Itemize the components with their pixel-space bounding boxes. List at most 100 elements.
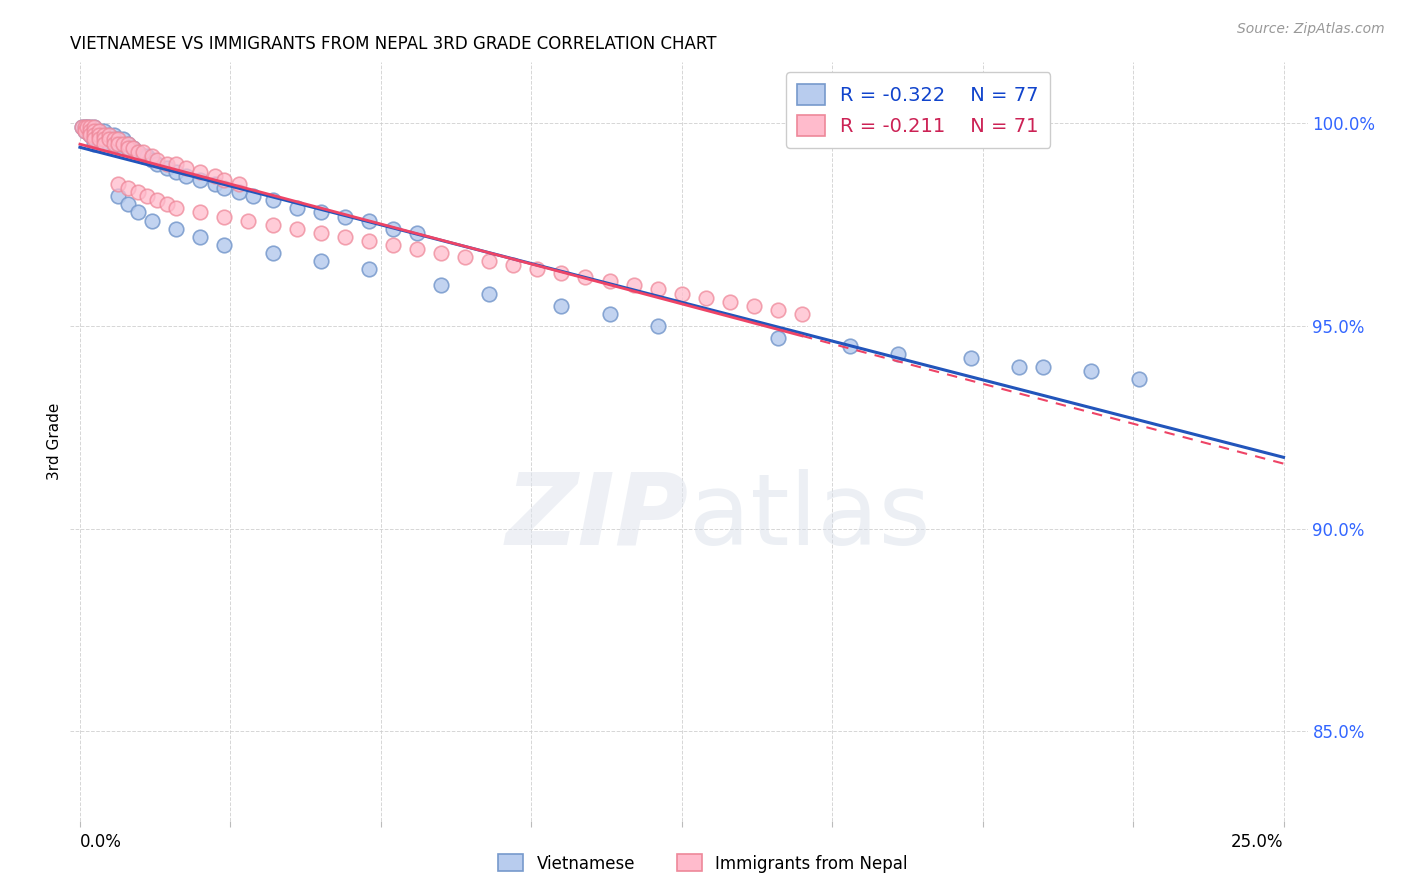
Point: [214, 210, 236, 224]
Text: atlas: atlas: [689, 469, 931, 566]
Point: [381, 238, 404, 252]
Point: [107, 136, 129, 151]
Point: [83, 124, 105, 138]
Point: [242, 189, 264, 203]
Point: [107, 189, 129, 203]
Point: [127, 185, 149, 199]
Text: 25.0%: 25.0%: [1232, 833, 1284, 851]
Point: [76, 120, 98, 135]
Point: [79, 120, 101, 135]
Point: [73, 120, 96, 135]
Point: [79, 120, 101, 135]
Point: [262, 218, 284, 232]
Point: [141, 149, 163, 163]
Point: [174, 161, 197, 175]
Point: [89, 136, 111, 151]
Point: [117, 136, 139, 151]
Point: [83, 124, 105, 138]
Point: [647, 283, 669, 297]
Point: [599, 307, 621, 321]
Point: [97, 132, 120, 146]
Point: [623, 278, 645, 293]
Point: [79, 124, 101, 138]
Point: [89, 124, 111, 138]
Point: [174, 169, 197, 183]
Point: [790, 307, 813, 321]
Point: [430, 278, 453, 293]
Point: [97, 128, 120, 143]
Point: [285, 221, 308, 235]
Point: [766, 302, 789, 317]
Point: [127, 145, 149, 159]
Point: [89, 132, 111, 146]
Point: [97, 132, 120, 146]
Legend: Vietnamese, Immigrants from Nepal: Vietnamese, Immigrants from Nepal: [492, 847, 914, 880]
Point: [214, 181, 236, 195]
Point: [238, 213, 260, 227]
Point: [309, 254, 332, 268]
Point: [285, 202, 308, 216]
Point: [766, 331, 789, 345]
Point: [73, 124, 96, 138]
Point: [83, 132, 105, 146]
Point: [93, 136, 115, 151]
Point: [103, 132, 125, 146]
Point: [73, 124, 96, 138]
Point: [599, 274, 621, 288]
Point: [79, 124, 101, 138]
Point: [165, 202, 187, 216]
Point: [103, 136, 125, 151]
Point: [93, 128, 115, 143]
Point: [103, 132, 125, 146]
Legend: R = -0.322    N = 77, R = -0.211    N = 71: R = -0.322 N = 77, R = -0.211 N = 71: [786, 72, 1050, 147]
Point: [647, 318, 669, 333]
Point: [89, 128, 111, 143]
Point: [188, 229, 211, 244]
Point: [357, 262, 380, 277]
Point: [406, 226, 429, 240]
Text: 0.0%: 0.0%: [80, 833, 122, 851]
Point: [478, 286, 501, 301]
Point: [454, 250, 477, 264]
Point: [122, 140, 145, 154]
Point: [80, 124, 103, 138]
Point: [381, 221, 404, 235]
Point: [406, 242, 429, 256]
Point: [141, 213, 163, 227]
Point: [103, 128, 125, 143]
Point: [83, 120, 105, 135]
Point: [214, 173, 236, 187]
Point: [117, 181, 139, 195]
Point: [228, 177, 250, 191]
Point: [309, 226, 332, 240]
Y-axis label: 3rd Grade: 3rd Grade: [46, 403, 62, 480]
Point: [89, 124, 111, 138]
Point: [79, 128, 101, 143]
Point: [357, 234, 380, 248]
Point: [155, 157, 177, 171]
Point: [83, 128, 105, 143]
Point: [671, 286, 693, 301]
Point: [146, 153, 169, 167]
Point: [131, 149, 153, 163]
Point: [112, 140, 135, 154]
Point: [1008, 359, 1031, 374]
Point: [204, 169, 226, 183]
Point: [550, 266, 572, 280]
Point: [1080, 363, 1102, 377]
Point: [502, 258, 524, 272]
Point: [83, 120, 105, 135]
Point: [188, 205, 211, 219]
Point: [357, 213, 380, 227]
Point: [117, 140, 139, 154]
Point: [83, 136, 105, 151]
Point: [93, 136, 115, 151]
Point: [165, 165, 187, 179]
Point: [146, 157, 169, 171]
Point: [93, 132, 115, 146]
Point: [695, 291, 717, 305]
Point: [165, 157, 187, 171]
Point: [742, 299, 765, 313]
Point: [136, 189, 159, 203]
Point: [127, 145, 149, 159]
